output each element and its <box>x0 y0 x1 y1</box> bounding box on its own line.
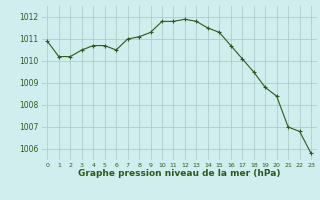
X-axis label: Graphe pression niveau de la mer (hPa): Graphe pression niveau de la mer (hPa) <box>78 169 280 178</box>
